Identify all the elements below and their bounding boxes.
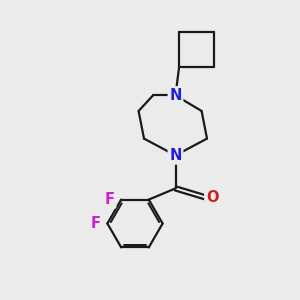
- Text: F: F: [105, 192, 115, 207]
- Text: N: N: [169, 148, 182, 163]
- Text: F: F: [91, 216, 101, 231]
- Text: N: N: [169, 88, 182, 103]
- Text: O: O: [206, 190, 218, 205]
